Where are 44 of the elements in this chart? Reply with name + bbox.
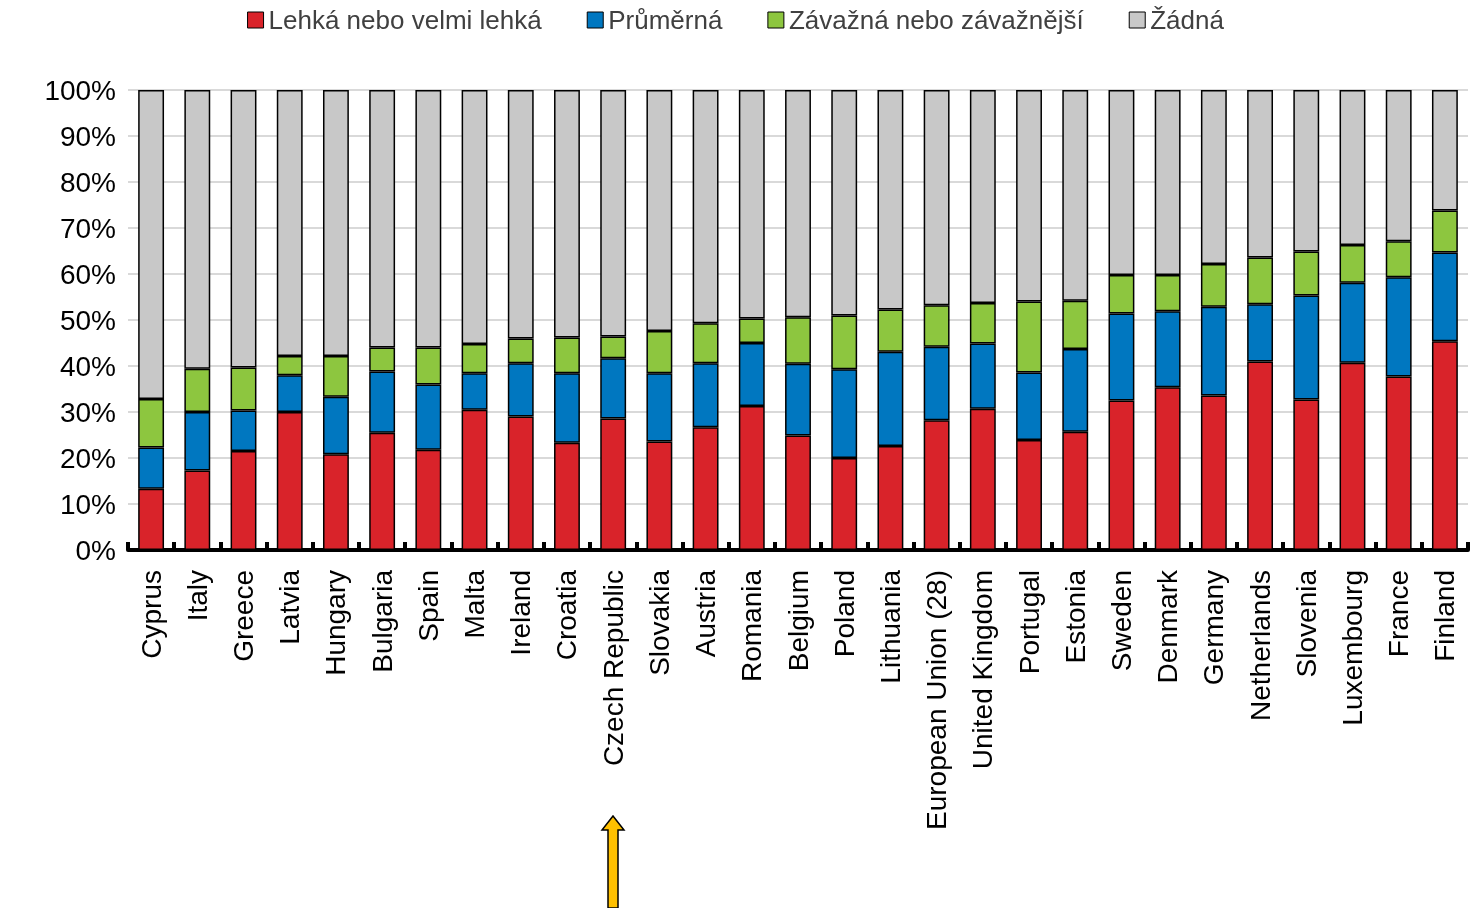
x-tick-label: Cyprus (135, 570, 167, 659)
x-tick-label: Luxembourg (1336, 570, 1368, 726)
legend-label: Lehká nebo velmi lehká (268, 5, 543, 35)
x-tick-label: Romania (736, 569, 768, 683)
y-tick-label: 20% (59, 442, 116, 474)
x-tick-label: Germany (1198, 570, 1230, 686)
legend-label: Žádná (1150, 5, 1225, 35)
x-tick-label: Belgium (782, 570, 814, 672)
x-tick-label: Spain (412, 570, 444, 642)
x-tick-label: Croatia (551, 569, 583, 661)
x-tick-label: Netherlands (1244, 570, 1276, 721)
x-tick-label: Slovakia (643, 569, 675, 676)
legend-label: Závažná nebo závažnější (788, 5, 1085, 35)
x-tick-label: Sweden (1105, 570, 1137, 672)
x-tick-label: United Kingdom (967, 570, 999, 770)
x-tick-label: Italy (181, 570, 213, 622)
x-tick-label: Poland (828, 570, 860, 658)
x-tick-label: Lithuania (874, 569, 906, 684)
x-tick-label: European Union (28) (921, 570, 953, 830)
x-tick-label: Latvia (274, 569, 306, 645)
x-tick-label: Denmark (1152, 569, 1184, 684)
x-tick-label: Greece (228, 570, 260, 662)
legend-label: Průměrná (608, 5, 723, 35)
x-tick-label: Hungary (320, 570, 352, 676)
y-tick-label: 60% (59, 258, 116, 290)
y-tick-label: 100% (44, 74, 116, 106)
x-tick-label: Finland (1429, 570, 1461, 662)
y-tick-label: 70% (59, 212, 116, 244)
y-tick-label: 40% (59, 350, 116, 382)
x-tick-label: Ireland (505, 570, 537, 656)
y-tick-label: 90% (59, 120, 116, 152)
y-tick-label: 50% (59, 304, 116, 336)
x-tick-label: France (1383, 570, 1415, 658)
y-tick-label: 10% (59, 488, 116, 520)
y-tick-label: 30% (59, 396, 116, 428)
x-tick-label: Estonia (1059, 569, 1091, 664)
x-tick-label: Austria (690, 569, 722, 658)
x-tick-label: Czech Republic (597, 570, 629, 767)
y-tick-label: 0% (75, 534, 116, 566)
x-tick-label: Slovenia (1290, 569, 1322, 678)
y-tick-label: 80% (59, 166, 116, 198)
x-tick-label: Portugal (1013, 570, 1045, 675)
x-tick-label: Bulgaria (366, 569, 398, 673)
x-tick-label: Malta (459, 569, 491, 639)
